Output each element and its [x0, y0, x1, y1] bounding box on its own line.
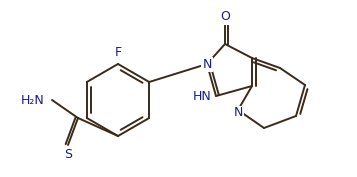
Text: H₂N: H₂N [20, 93, 44, 107]
Text: N: N [202, 58, 212, 70]
Text: N: N [233, 107, 243, 119]
Text: HN: HN [193, 90, 212, 102]
Text: O: O [220, 10, 230, 24]
Text: F: F [115, 45, 122, 59]
Text: S: S [64, 147, 72, 161]
